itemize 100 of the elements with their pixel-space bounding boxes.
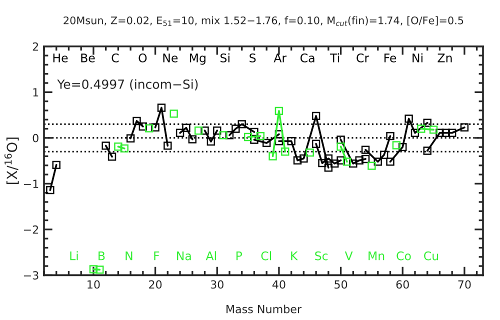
point — [268, 152, 277, 160]
point — [219, 131, 228, 140]
point — [89, 265, 98, 274]
point — [386, 158, 394, 166]
point — [145, 124, 154, 132]
point — [355, 156, 364, 164]
annotation: Al — [206, 251, 216, 260]
point — [342, 158, 352, 166]
point — [336, 136, 345, 144]
point — [46, 186, 54, 194]
point — [170, 110, 178, 118]
point — [410, 128, 420, 137]
annotation: Ne — [163, 54, 178, 62]
annotation: Ni — [412, 53, 422, 62]
point — [392, 141, 401, 150]
x-axis-title: Mass Number — [226, 304, 302, 314]
chart-title: 20Msun, Z=0.02, E$_{51}$=10, mix 1.52−1.76, f=0.10, M$_{cut}$(fin)=1.74, [O/Fe]=0.5 — [64, 16, 464, 26]
y-axis-title: [X/$^{16}$O] — [4, 138, 19, 184]
point — [374, 158, 382, 166]
point — [96, 266, 104, 274]
point — [312, 112, 320, 120]
point — [176, 128, 184, 137]
annotation: Zn — [438, 54, 452, 62]
point — [423, 146, 432, 155]
point — [330, 159, 339, 168]
annotation: V — [344, 252, 353, 260]
point — [336, 142, 345, 151]
point — [157, 104, 166, 112]
point — [281, 148, 290, 156]
point — [429, 126, 438, 134]
point — [324, 154, 333, 163]
point — [361, 146, 370, 154]
point — [318, 158, 326, 168]
x-tick-label: 70 — [458, 280, 471, 289]
annotation: Na — [177, 252, 191, 260]
point — [250, 128, 258, 136]
point — [442, 128, 450, 137]
point — [448, 128, 456, 137]
y-tick-label: 2 — [32, 42, 38, 51]
point — [336, 156, 345, 164]
point — [306, 148, 314, 157]
annotation: B — [98, 252, 105, 260]
x-tick-label: 20 — [149, 280, 162, 289]
point — [256, 132, 265, 140]
annotation: C — [112, 53, 119, 62]
annotation: Be — [81, 54, 95, 62]
point — [213, 126, 222, 135]
point — [404, 114, 413, 123]
point — [349, 159, 358, 168]
annotation: O — [138, 53, 147, 62]
annotation: Co — [396, 251, 411, 260]
point — [126, 134, 135, 142]
y-tick-label: 1 — [33, 88, 38, 96]
point — [238, 120, 246, 128]
point — [300, 154, 308, 163]
point — [361, 154, 370, 164]
point — [120, 144, 128, 153]
annotation: Ar — [274, 54, 287, 62]
point — [138, 122, 148, 131]
point — [164, 142, 172, 150]
x-tick-label: 40 — [272, 280, 286, 289]
point — [244, 132, 252, 142]
point — [52, 160, 60, 170]
point — [386, 132, 394, 140]
point — [312, 140, 320, 148]
annotation: Cu — [424, 251, 438, 260]
annotation: Fe — [384, 54, 396, 62]
annotation: Ti — [330, 53, 340, 62]
point — [287, 137, 296, 146]
point — [368, 162, 376, 170]
point — [293, 156, 302, 164]
y-tick-label: 0 — [32, 134, 38, 142]
annotation: Cr — [356, 53, 370, 62]
annotation: Sc — [315, 251, 328, 260]
annotation: S — [250, 53, 256, 62]
point — [232, 124, 240, 133]
point — [380, 150, 388, 159]
point — [102, 142, 110, 150]
point — [274, 106, 284, 116]
annotation: Ca — [300, 53, 314, 62]
point — [417, 124, 426, 133]
y-tick-label: −2 — [24, 225, 38, 234]
annotation: P — [236, 252, 242, 260]
annotation: Ye=0.4997 (incom−Si) — [57, 79, 198, 90]
x-tick-label: 60 — [396, 280, 409, 289]
point — [460, 123, 469, 132]
point — [151, 123, 160, 132]
point — [398, 142, 407, 152]
annotation: Cl — [261, 251, 272, 260]
annotation: F — [154, 252, 160, 260]
annotation: N — [126, 252, 132, 260]
point — [206, 137, 216, 146]
point — [423, 118, 432, 127]
point — [114, 142, 122, 151]
annotation: K — [291, 252, 298, 260]
point — [108, 152, 116, 161]
y-tick-label: −3 — [24, 271, 38, 280]
x-tick-label: 50 — [334, 280, 348, 289]
point — [262, 138, 271, 148]
point — [225, 131, 234, 140]
